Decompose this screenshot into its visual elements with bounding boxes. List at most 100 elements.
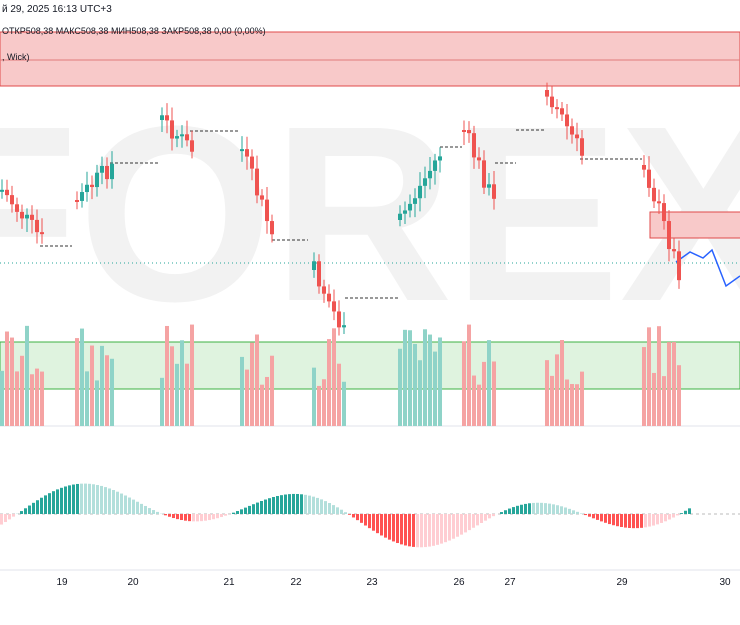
- candle-body: [337, 311, 341, 327]
- oscillator-bar: [144, 506, 147, 514]
- candle-body: [95, 173, 99, 187]
- oscillator-bar: [104, 487, 107, 514]
- oscillator-bar: [176, 514, 179, 519]
- oscillator-bar: [252, 504, 255, 514]
- candle-body: [555, 107, 559, 109]
- candle-body: [0, 190, 4, 192]
- x-axis-label: 30: [719, 577, 731, 588]
- candle-body: [662, 203, 666, 221]
- oscillator-bar: [248, 506, 251, 514]
- oscillator-bar: [376, 514, 379, 533]
- oscillator-bar: [312, 497, 315, 514]
- oscillator-bar: [360, 514, 363, 523]
- oscillator-bar: [484, 514, 487, 521]
- volume-bar: [570, 384, 574, 426]
- oscillator-bar: [548, 504, 551, 514]
- volume-bar: [423, 329, 427, 426]
- oscillator-bar: [604, 514, 607, 523]
- oscillator-bar: [684, 511, 687, 514]
- oscillator-bar: [404, 514, 407, 545]
- oscillator-bar: [60, 488, 63, 514]
- candle-body: [652, 188, 656, 201]
- oscillator-bar: [132, 500, 135, 514]
- volume-bar: [487, 340, 491, 426]
- oscillator-bar: [488, 514, 491, 518]
- volume-bar: [565, 379, 569, 426]
- candle-body: [560, 108, 564, 114]
- oscillator-bar: [96, 485, 99, 514]
- oscillator-bar: [308, 496, 311, 514]
- volume-bar: [545, 360, 549, 426]
- oscillator-bar: [640, 514, 643, 528]
- candle-body: [327, 294, 331, 302]
- candle-body: [10, 195, 14, 204]
- volume-bar: [322, 379, 326, 426]
- oscillator-bar: [444, 514, 447, 542]
- volume-bar: [20, 356, 24, 426]
- oscillator-bar: [456, 514, 459, 537]
- header-ohlc: ОТКР508,38 МАКС508,38 МИН508,38 ЗАКР508,…: [2, 26, 266, 36]
- volume-bar: [165, 326, 169, 426]
- oscillator-bar: [260, 501, 263, 514]
- oscillator-bar: [344, 512, 347, 514]
- indicator-label: , Wick): [2, 52, 30, 62]
- volume-bar: [170, 346, 174, 426]
- candle-body: [85, 185, 89, 192]
- oscillator-bar: [368, 514, 371, 528]
- candle-body: [467, 130, 471, 133]
- volume-bar: [0, 371, 4, 426]
- oscillator-bar: [212, 514, 215, 519]
- candle-body: [250, 157, 254, 169]
- oscillator-bar: [388, 514, 391, 540]
- volume-bar: [652, 373, 656, 426]
- oscillator-bar: [428, 514, 431, 547]
- candle-body: [657, 201, 661, 203]
- oscillator-bar: [656, 514, 659, 524]
- volume-bar: [160, 378, 164, 426]
- volume-bar: [25, 326, 29, 426]
- volume-bar: [418, 360, 422, 426]
- oscillator-bar: [672, 514, 675, 518]
- resistance-zone: [0, 32, 740, 86]
- oscillator-bar: [28, 506, 31, 514]
- volume-bar: [15, 371, 19, 426]
- volume-bar: [403, 330, 407, 426]
- oscillator-bar: [644, 514, 647, 527]
- oscillator-bar: [328, 503, 331, 514]
- oscillator-bar: [88, 484, 91, 514]
- candle-body: [170, 120, 174, 138]
- oscillator-bar: [156, 512, 159, 514]
- oscillator-bar: [188, 514, 191, 521]
- oscillator-bar: [208, 514, 211, 520]
- volume-bar: [100, 346, 104, 426]
- candle-body: [477, 157, 481, 160]
- oscillator-bar: [128, 498, 131, 514]
- candle-body: [428, 171, 432, 178]
- volume-bar: [672, 342, 676, 426]
- oscillator-bar: [408, 514, 411, 546]
- oscillator-bar: [512, 507, 515, 514]
- oscillator-bar: [40, 498, 43, 514]
- oscillator-bar: [688, 508, 691, 514]
- oscillator-bar: [244, 508, 247, 514]
- oscillator-bar: [572, 510, 575, 514]
- oscillator-bar: [380, 514, 383, 535]
- volume-bar: [270, 356, 274, 426]
- volume-bar: [35, 369, 39, 426]
- candle-body: [165, 115, 169, 120]
- volume-bar: [90, 346, 94, 426]
- candle-body: [245, 149, 249, 156]
- volume-bar: [472, 376, 476, 426]
- candle-body: [90, 185, 94, 187]
- oscillator-bar: [616, 514, 619, 526]
- volume-bar: [332, 328, 336, 426]
- volume-bar: [467, 325, 471, 426]
- candle-body: [260, 195, 264, 199]
- oscillator-bar: [232, 513, 235, 514]
- candle-body: [492, 184, 496, 199]
- volume-bar: [180, 340, 184, 426]
- x-axis-label: 19: [56, 577, 68, 588]
- oscillator-bar: [272, 497, 275, 514]
- oscillator-bar: [460, 514, 463, 535]
